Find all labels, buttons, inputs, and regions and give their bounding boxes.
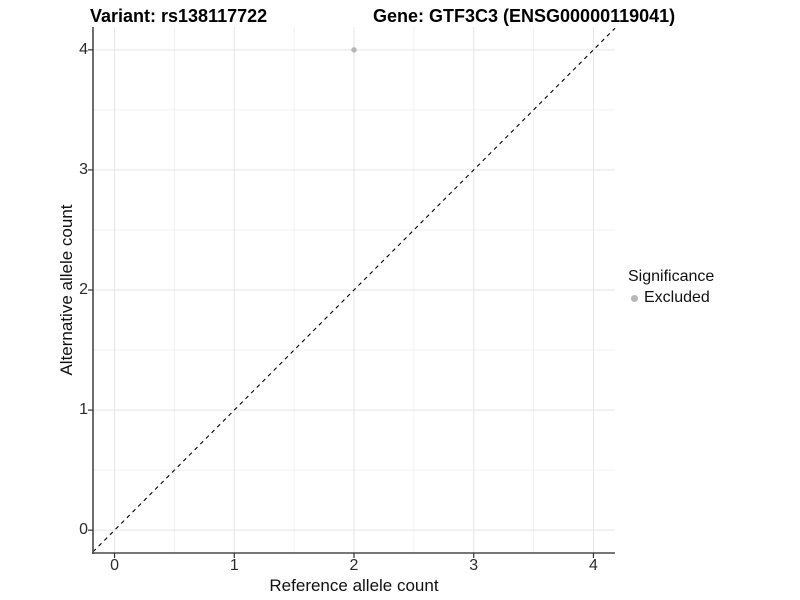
x-tick-label: 1 <box>229 557 239 574</box>
y-axis-title: Alternative allele count <box>57 204 76 376</box>
x-tick-label: 2 <box>349 557 359 574</box>
data-point <box>351 47 357 53</box>
legend-item-label: Excluded <box>644 289 710 306</box>
identity-dashed-line <box>92 27 616 553</box>
plot-title-variant: Variant: rs138117722 <box>90 6 268 26</box>
x-tick-label: 4 <box>588 557 598 574</box>
x-axis-title: Reference allele count <box>269 576 439 595</box>
x-tick-label: 3 <box>469 557 479 574</box>
y-tick-label: 0 <box>79 521 88 539</box>
legend-title: Significance <box>628 268 715 285</box>
legend: Significance Excluded <box>628 268 714 307</box>
legend-item-excluded: Excluded <box>628 289 714 307</box>
y-tick-label: 3 <box>79 160 88 178</box>
legend-point-icon <box>631 294 638 302</box>
y-tick-label: 4 <box>79 40 88 58</box>
x-tick-label: 0 <box>110 557 119 574</box>
y-tick-label: 1 <box>79 401 88 419</box>
y-tick-label: 2 <box>79 281 88 298</box>
plot-title-gene: Gene: GTF3C3 (ENSG00000119041) <box>373 6 676 26</box>
